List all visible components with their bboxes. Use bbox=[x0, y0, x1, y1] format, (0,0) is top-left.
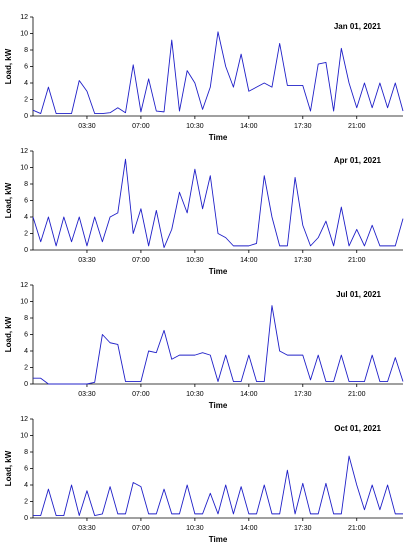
y-tick-label: 10 bbox=[20, 298, 28, 305]
x-axis-label: Time bbox=[209, 535, 228, 544]
y-tick-label: 8 bbox=[24, 47, 28, 54]
chart-title: Jul 01, 2021 bbox=[336, 290, 381, 299]
load-line bbox=[33, 305, 404, 385]
y-axis-label: Load, kW bbox=[4, 48, 13, 84]
chart-title: Jan 01, 2021 bbox=[334, 22, 382, 31]
x-tick-label: 17:30 bbox=[294, 391, 312, 398]
y-tick-label: 2 bbox=[24, 230, 28, 237]
y-axis-label: Load, kW bbox=[4, 182, 13, 218]
y-tick-label: 12 bbox=[20, 416, 28, 423]
y-tick-label: 0 bbox=[24, 515, 28, 522]
x-tick-label: 07:00 bbox=[132, 123, 150, 130]
y-tick-label: 0 bbox=[24, 113, 28, 120]
load-line bbox=[32, 158, 404, 248]
x-axis-label: Time bbox=[209, 401, 228, 410]
x-axis-label: Time bbox=[209, 267, 228, 276]
y-tick-label: 6 bbox=[24, 331, 28, 338]
x-tick-label: 07:00 bbox=[132, 257, 150, 264]
x-tick-label: 10:30 bbox=[186, 123, 204, 130]
y-tick-label: 12 bbox=[20, 148, 28, 155]
x-tick-label: 07:00 bbox=[132, 525, 150, 532]
y-tick-label: 4 bbox=[24, 80, 28, 87]
x-tick-label: 21:00 bbox=[348, 123, 366, 130]
x-tick-label: 10:30 bbox=[186, 257, 204, 264]
load-line bbox=[32, 31, 404, 114]
x-tick-label: 14:00 bbox=[240, 123, 258, 130]
y-axis-label: Load, kW bbox=[4, 316, 13, 352]
y-tick-label: 10 bbox=[20, 432, 28, 439]
x-tick-label: 17:30 bbox=[294, 525, 312, 532]
y-tick-label: 6 bbox=[24, 63, 28, 70]
x-tick-label: 14:00 bbox=[240, 525, 258, 532]
y-tick-label: 6 bbox=[24, 465, 28, 472]
y-axis-label: Load, kW bbox=[4, 450, 13, 486]
x-tick-label: 14:00 bbox=[240, 257, 258, 264]
y-tick-label: 6 bbox=[24, 197, 28, 204]
x-axis-label: Time bbox=[209, 133, 228, 142]
y-tick-label: 0 bbox=[24, 381, 28, 388]
x-tick-label: 03:30 bbox=[78, 123, 96, 130]
y-tick-label: 0 bbox=[24, 247, 28, 254]
y-tick-label: 10 bbox=[20, 30, 28, 37]
chart-title: Oct 01, 2021 bbox=[334, 424, 381, 433]
y-tick-label: 12 bbox=[20, 14, 28, 21]
y-tick-label: 10 bbox=[20, 164, 28, 171]
x-tick-label: 03:30 bbox=[78, 391, 96, 398]
x-tick-label: 21:00 bbox=[348, 525, 366, 532]
x-tick-label: 17:30 bbox=[294, 123, 312, 130]
x-tick-label: 03:30 bbox=[78, 257, 96, 264]
chart-title: Apr 01, 2021 bbox=[334, 156, 382, 165]
x-tick-label: 07:00 bbox=[132, 391, 150, 398]
y-tick-label: 8 bbox=[24, 449, 28, 456]
load-line bbox=[33, 455, 403, 516]
y-tick-label: 4 bbox=[24, 482, 28, 489]
x-tick-label: 14:00 bbox=[240, 391, 258, 398]
x-tick-label: 03:30 bbox=[78, 525, 96, 532]
x-tick-label: 10:30 bbox=[186, 391, 204, 398]
x-tick-label: 10:30 bbox=[186, 525, 204, 532]
y-tick-label: 4 bbox=[24, 348, 28, 355]
x-tick-label: 21:00 bbox=[348, 391, 366, 398]
x-tick-label: 21:00 bbox=[348, 257, 366, 264]
y-tick-label: 4 bbox=[24, 214, 28, 221]
y-tick-label: 12 bbox=[20, 282, 28, 289]
y-tick-label: 2 bbox=[24, 498, 28, 505]
x-tick-label: 17:30 bbox=[294, 257, 312, 264]
y-tick-label: 2 bbox=[24, 364, 28, 371]
y-tick-label: 2 bbox=[24, 96, 28, 103]
y-tick-label: 8 bbox=[24, 315, 28, 322]
y-tick-label: 8 bbox=[24, 181, 28, 188]
